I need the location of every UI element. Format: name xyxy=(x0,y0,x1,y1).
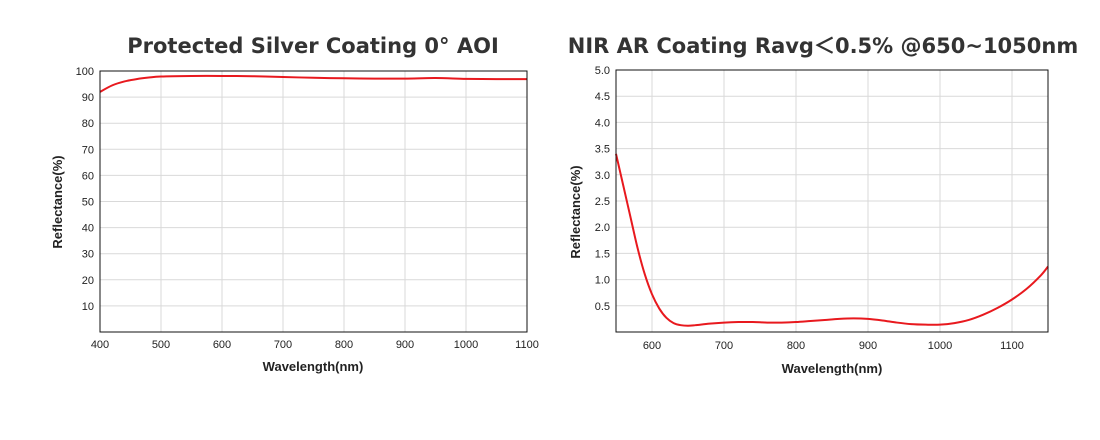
chart-1-y-tick-label: 50 xyxy=(82,197,94,209)
chart-nir-ar: NIR AR Coating Ravg＜0.5% @650~1050nm 600… xyxy=(568,34,1078,376)
chart-2-x-tick-label: 1100 xyxy=(1000,340,1024,352)
chart-2-title: NIR AR Coating Ravg＜0.5% @650~1050nm xyxy=(568,34,1078,58)
chart-1-y-tick-label: 90 xyxy=(82,92,94,104)
chart-2-y-tick-label: 1.5 xyxy=(595,248,610,260)
chart-2-y-tick-label: 3.0 xyxy=(595,170,610,182)
chart-2-x-axis-label: Wavelength(nm) xyxy=(782,361,883,376)
chart-1-y-axis-label: Reflectance(%) xyxy=(50,155,65,248)
chart-2-y-tick-label: 4.5 xyxy=(595,91,610,103)
chart-2-x-tick-label: 700 xyxy=(715,340,733,352)
chart-1-ticks: 400 500 600 700 800 900 1000 1100 10 20 30 40 50 60 70… xyxy=(76,66,539,351)
chart-2-x-tick-label: 1000 xyxy=(928,340,952,352)
chart-1-y-tick-label: 10 xyxy=(82,301,94,313)
chart-1-x-tick-label: 1000 xyxy=(454,339,478,351)
chart-2-y-tick-label: 1.0 xyxy=(595,275,610,287)
chart-1-grid xyxy=(100,71,527,332)
chart-2-y-tick-label: 0.5 xyxy=(595,301,610,313)
chart-1-x-tick-label: 700 xyxy=(274,339,292,351)
chart-1-y-tick-label: 60 xyxy=(82,170,94,182)
chart-2-y-tick-label: 4.0 xyxy=(595,117,610,129)
chart-1-x-tick-label: 1100 xyxy=(515,339,539,351)
chart-1-x-axis-label: Wavelength(nm) xyxy=(263,359,364,374)
chart-1-y-tick-label: 40 xyxy=(82,223,94,235)
chart-1-x-tick-label: 800 xyxy=(335,339,353,351)
chart-1-plot-frame xyxy=(99,70,528,333)
chart-2-y-axis-label: Reflectance(%) xyxy=(568,165,583,258)
chart-1-x-tick-label: 600 xyxy=(213,339,231,351)
chart-2-x-tick-label: 900 xyxy=(859,340,877,352)
chart-2-y-tick-label: 3.5 xyxy=(595,144,610,156)
chart-2-y-tick-label: 2.0 xyxy=(595,222,610,234)
chart-1-y-tick-label: 20 xyxy=(82,275,94,287)
chart-2-ticks: 600 700 800 900 1000 1100 0.5 1.0 1.5 2.0 2.5 3.0 3.… xyxy=(595,65,1024,352)
chart-1-x-tick-label: 900 xyxy=(396,339,414,351)
chart-1-y-tick-label: 70 xyxy=(82,144,94,156)
chart-1-series-line xyxy=(99,74,528,93)
chart-2-plot-frame xyxy=(615,69,1049,333)
chart-1-y-tick-label: 100 xyxy=(76,66,94,78)
chart-2-grid xyxy=(616,70,1048,332)
chart-1-y-tick-label: 30 xyxy=(82,249,94,261)
chart-1-title: Protected Silver Coating 0° AOI xyxy=(127,34,499,58)
chart-1-y-tick-label: 80 xyxy=(82,118,94,130)
chart-1-x-tick-label: 400 xyxy=(91,339,109,351)
chart-2-x-tick-label: 800 xyxy=(787,340,805,352)
chart-2-y-tick-label: 2.5 xyxy=(595,196,610,208)
chart-2-y-tick-label: 5.0 xyxy=(595,65,610,77)
chart-2-x-tick-label: 600 xyxy=(643,340,661,352)
chart-protected-silver: Protected Silver Coating 0° AOI 400 500 60… xyxy=(50,34,539,374)
chart-1-x-tick-label: 500 xyxy=(152,339,170,351)
chart-2-series-line xyxy=(615,153,1049,327)
